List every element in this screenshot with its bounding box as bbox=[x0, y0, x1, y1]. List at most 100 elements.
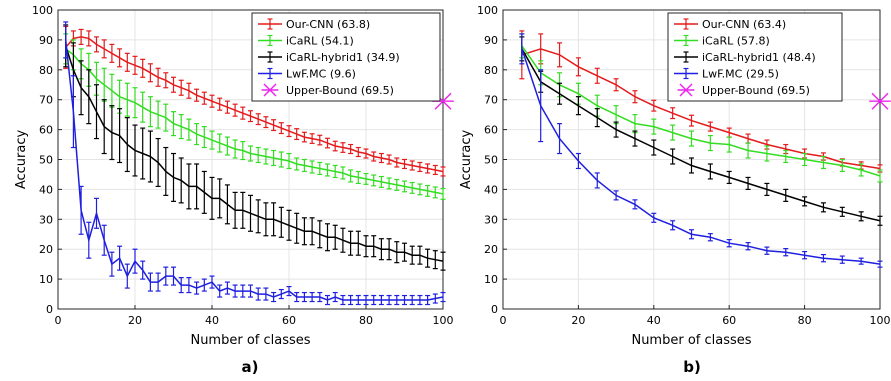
error-bar bbox=[557, 42, 563, 68]
error-bar bbox=[745, 142, 751, 159]
error-bar bbox=[194, 88, 200, 102]
error-bar bbox=[209, 176, 215, 220]
error-bar bbox=[217, 133, 223, 153]
error-bar bbox=[651, 118, 657, 135]
error-bar bbox=[278, 288, 284, 300]
error-bar bbox=[363, 172, 369, 185]
y-tick-label: 0 bbox=[491, 303, 498, 316]
error-bar bbox=[432, 186, 438, 199]
error-bar bbox=[409, 181, 415, 194]
x-tick-label: 40 bbox=[647, 314, 661, 327]
error-bar bbox=[271, 119, 277, 132]
y-tick-label: 90 bbox=[484, 34, 498, 47]
series-2 bbox=[519, 33, 883, 183]
error-bar bbox=[670, 148, 676, 165]
error-bar bbox=[209, 130, 215, 150]
error-bar bbox=[232, 103, 238, 117]
error-bar bbox=[171, 152, 176, 202]
error-bar bbox=[378, 152, 384, 164]
error-bar bbox=[132, 124, 138, 177]
error-bar bbox=[783, 188, 789, 202]
series-line bbox=[64, 39, 443, 301]
y-tick-label: 100 bbox=[32, 4, 53, 17]
error-bar bbox=[155, 137, 161, 188]
error-bar bbox=[745, 176, 751, 190]
error-bar bbox=[432, 250, 438, 270]
error-bar bbox=[194, 163, 200, 210]
legend-item: Our-CNN (63.8) bbox=[258, 18, 370, 31]
error-bar bbox=[209, 94, 215, 108]
error-bar bbox=[124, 52, 130, 72]
series-line bbox=[64, 45, 443, 262]
error-bar bbox=[248, 284, 253, 298]
error-bar bbox=[689, 130, 694, 147]
error-bar bbox=[651, 99, 657, 112]
error-bar bbox=[764, 145, 770, 162]
error-bar bbox=[425, 294, 431, 306]
error-bar bbox=[240, 284, 246, 298]
error-bar bbox=[140, 127, 146, 180]
y-tick-label: 40 bbox=[39, 183, 53, 196]
error-bar bbox=[402, 158, 407, 170]
y-tick-label: 70 bbox=[484, 94, 498, 107]
error-bar bbox=[186, 277, 192, 294]
error-bar bbox=[386, 154, 392, 165]
error-bar bbox=[101, 224, 107, 256]
error-bar bbox=[286, 209, 292, 241]
series-line bbox=[65, 48, 443, 195]
error-bar bbox=[858, 211, 864, 222]
error-bar bbox=[386, 177, 392, 190]
error-bar bbox=[594, 108, 600, 128]
series-1 bbox=[519, 30, 883, 173]
error-bar bbox=[278, 122, 284, 135]
error-bar bbox=[171, 111, 176, 137]
error-bar bbox=[340, 142, 346, 153]
error-bar bbox=[425, 184, 431, 197]
error-bar bbox=[232, 139, 238, 159]
error-bar bbox=[613, 78, 619, 92]
error-bar bbox=[163, 103, 169, 132]
error-bar bbox=[101, 39, 107, 59]
error-bar bbox=[440, 187, 446, 200]
error-bar bbox=[63, 21, 69, 59]
error-bar bbox=[70, 75, 76, 149]
y-tick-label: 60 bbox=[484, 124, 498, 137]
error-bar bbox=[355, 230, 361, 256]
error-bar bbox=[371, 151, 377, 162]
x-axis-label: Number of classes bbox=[631, 333, 751, 348]
y-tick-label: 10 bbox=[39, 273, 53, 286]
error-bar bbox=[332, 164, 338, 179]
legend-label: iCaRL-hybrid1 (48.4) bbox=[702, 51, 816, 64]
error-bar bbox=[217, 284, 223, 298]
error-bar bbox=[117, 245, 123, 271]
legend-label: LwF.MC (29.5) bbox=[702, 68, 779, 81]
error-bar bbox=[86, 221, 92, 259]
error-bar bbox=[575, 57, 581, 77]
error-bar bbox=[271, 149, 277, 167]
x-tick-label: 0 bbox=[500, 314, 507, 327]
error-bar bbox=[147, 272, 153, 292]
error-bar bbox=[309, 217, 315, 246]
error-bar bbox=[348, 169, 354, 183]
error-bar bbox=[519, 33, 525, 65]
error-bar bbox=[440, 166, 446, 177]
error-bar bbox=[858, 257, 864, 265]
error-bar bbox=[163, 146, 169, 196]
panel-label: b) bbox=[683, 358, 701, 376]
error-bar bbox=[309, 291, 315, 303]
error-bar bbox=[394, 178, 400, 191]
error-bar bbox=[394, 157, 400, 168]
error-bar bbox=[201, 91, 207, 105]
legend-label: Upper-Bound (69.5) bbox=[702, 84, 810, 97]
y-tick-label: 30 bbox=[484, 213, 498, 226]
series-line bbox=[65, 36, 443, 173]
error-bar bbox=[594, 67, 600, 84]
error-bar bbox=[820, 155, 826, 170]
error-bar bbox=[432, 293, 438, 304]
series-4 bbox=[519, 33, 883, 268]
error-bar bbox=[178, 114, 184, 140]
error-bar bbox=[839, 158, 845, 173]
error-bar bbox=[301, 158, 307, 173]
chart-panel-2: 0 10 20 30 40 50 60 70 80 90 100 0 20 40 60 80 100 Number… bbox=[459, 4, 891, 376]
